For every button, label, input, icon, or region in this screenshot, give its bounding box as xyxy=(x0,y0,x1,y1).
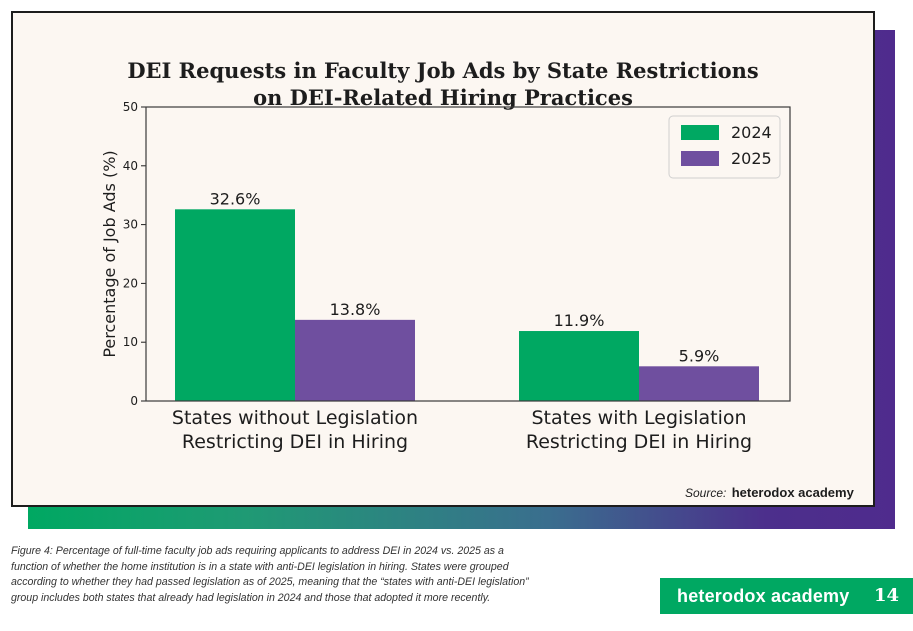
bar-value-label: 32.6% xyxy=(210,189,261,208)
y-tick-label: 30 xyxy=(123,218,138,232)
chart-title: DEI Requests in Faculty Job Ads by State… xyxy=(13,57,873,111)
bar-2025-0 xyxy=(295,319,415,401)
chart-card: DEI Requests in Faculty Job Ads by State… xyxy=(11,11,875,507)
chart-title-line-2: on DEI-Related Hiring Practices xyxy=(253,85,633,110)
bar-value-label: 13.8% xyxy=(330,300,381,319)
plot-frame xyxy=(145,106,791,402)
page-number: 14 xyxy=(873,585,899,606)
y-tick-label: 10 xyxy=(123,335,138,349)
bar-2024-0 xyxy=(175,209,295,401)
caption-line: function of whether the home institution… xyxy=(11,560,509,573)
source-label: Source: xyxy=(685,486,727,500)
caption-line: Figure 4: Percentage of full-time facult… xyxy=(11,545,504,557)
legend-label: 2025 xyxy=(731,149,772,168)
y-axis-label: Percentage of Job Ads (%) xyxy=(100,150,119,357)
category-label: Restricting DEI in Hiring xyxy=(526,431,752,453)
chart-title-line-1: DEI Requests in Faculty Job Ads by State… xyxy=(127,58,759,83)
caption-line: group includes both states that already … xyxy=(11,591,491,604)
footer-logo: heterodox academy xyxy=(677,585,850,606)
source-brand: heterodox academy xyxy=(731,485,854,500)
figure-caption: Figure 4: Percentage of full-time facult… xyxy=(11,544,643,606)
category-label: States with Legislation xyxy=(531,407,746,429)
y-tick-label: 40 xyxy=(123,159,138,173)
legend-swatch-2024 xyxy=(681,125,719,140)
category-label: States without Legislation xyxy=(172,407,418,429)
category-label: Restricting DEI in Hiring xyxy=(182,431,408,453)
y-tick-label: 50 xyxy=(123,100,138,114)
bar-value-label: 11.9% xyxy=(554,311,605,330)
bar-2025-1 xyxy=(639,366,759,401)
legend-swatch-2025 xyxy=(681,151,719,166)
bar-chart: 0 10 20 30 40 50 Percentage of Job Ads (%) 32.6… xyxy=(100,100,791,453)
footer-bar: heterodox academy 14 xyxy=(660,578,913,614)
bar-2024-1 xyxy=(519,331,639,401)
legend-label: 2024 xyxy=(731,123,772,142)
source-note: Source: heterodox academy xyxy=(685,485,854,500)
y-tick-label: 0 xyxy=(130,394,138,408)
y-tick-label: 20 xyxy=(123,276,138,290)
caption-line: according to whether they had passed leg… xyxy=(11,576,529,588)
bar-value-label: 5.9% xyxy=(679,346,720,365)
